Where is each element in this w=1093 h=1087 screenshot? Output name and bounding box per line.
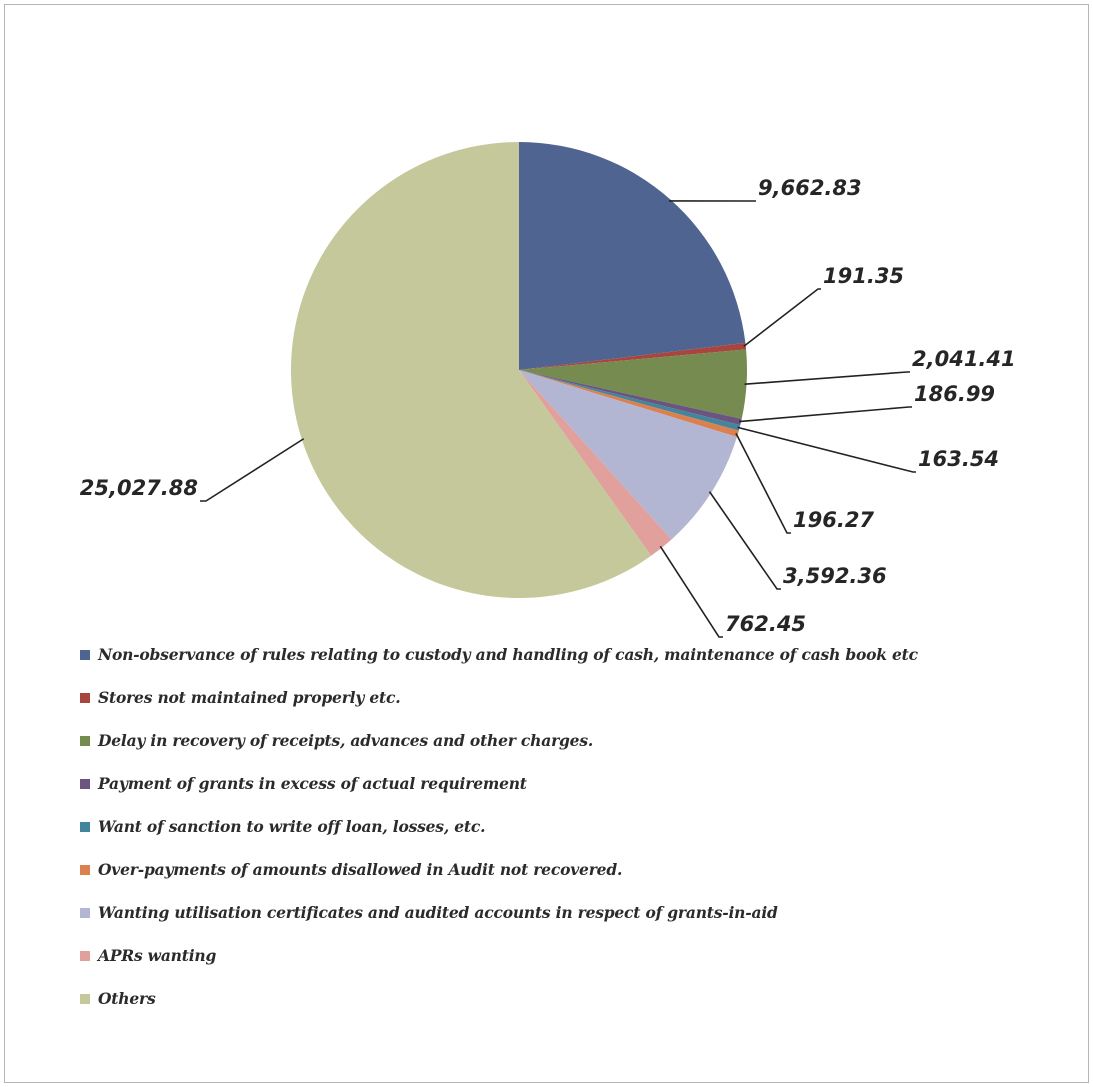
pie-slice-want-of-sanction-to-write-off-	[519, 370, 741, 431]
legend-label: Payment of grants in excess of actual re…	[98, 774, 527, 793]
legend-swatch	[80, 778, 90, 789]
legend-item-utilisation-certs: Wanting utilisation certificates and aud…	[80, 891, 1085, 934]
value-label: 25,027.88	[80, 476, 198, 500]
value-labels: 9,662.83 191.35 2,041.41 186.99 163.54 196.27…	[80, 176, 1016, 636]
legend-item-stores: Stores not maintained properly etc.	[80, 676, 1085, 719]
legend-label: Want of sanction to write off loan, loss…	[98, 817, 486, 836]
leader-line	[737, 426, 916, 473]
pie-slice-over-payments-of-amounts-disal	[519, 370, 739, 438]
leader-line	[743, 288, 821, 347]
value-label: 9,662.83	[758, 176, 862, 200]
value-label: 191.35	[823, 264, 904, 288]
leader-line	[659, 545, 723, 638]
legend-swatch	[80, 821, 90, 832]
value-label: 3,592.36	[783, 564, 887, 588]
leader-lines	[200, 200, 916, 638]
legend-label: Stores not maintained properly etc.	[98, 688, 401, 707]
legend-swatch	[80, 692, 90, 703]
legend-swatch	[80, 993, 90, 1004]
legend-item-write-off: Want of sanction to write off loan, loss…	[80, 805, 1085, 848]
pie-slice-delay-in-recovery-of-receipts-	[519, 349, 747, 419]
pie-chart: 9,662.83 191.35 2,041.41 186.99 163.54 196.27…	[80, 142, 1016, 638]
value-label: 163.54	[918, 447, 999, 471]
value-label: 196.27	[793, 508, 874, 532]
legend-label: Others	[98, 989, 156, 1008]
legend-item-cash-rules: Non-observance of rules relating to cust…	[80, 633, 1085, 676]
leader-line	[708, 491, 781, 590]
legend-item-aprs-wanting: APRs wanting	[80, 934, 1085, 977]
value-label: 186.99	[914, 382, 995, 406]
legend-swatch	[80, 649, 90, 660]
legend-label: Over-payments of amounts disallowed in A…	[98, 860, 623, 879]
pie-slice-non-observance-of-rules-relati	[519, 142, 746, 370]
legend: Non-observance of rules relating to cust…	[80, 633, 1085, 1020]
legend-label: APRs wanting	[98, 946, 217, 965]
leader-line	[738, 406, 912, 423]
legend-item-others: Others	[80, 977, 1085, 1020]
value-label: 2,041.41	[912, 347, 1016, 371]
leader-line	[735, 432, 791, 534]
legend-label: Wanting utilisation certificates and aud…	[98, 903, 778, 922]
legend-item-recovery-delay: Delay in recovery of receipts, advances …	[80, 719, 1085, 762]
legend-swatch	[80, 735, 90, 746]
pie-slice-stores-not-maintained-properly	[519, 342, 747, 370]
legend-item-over-payments: Over-payments of amounts disallowed in A…	[80, 848, 1085, 891]
pie-slice-others	[291, 142, 652, 598]
pie-slices	[291, 142, 747, 598]
legend-swatch	[80, 907, 90, 918]
pie-slice-payment-of-grants-in-excess-of	[519, 370, 742, 426]
legend-swatch	[80, 950, 90, 961]
legend-label: Delay in recovery of receipts, advances …	[98, 731, 594, 750]
legend-label: Non-observance of rules relating to cust…	[98, 645, 918, 664]
legend-item-grants-excess: Payment of grants in excess of actual re…	[80, 762, 1085, 805]
pie-slice-wanting-utilisation-certificat	[519, 370, 737, 540]
leader-line	[744, 371, 910, 386]
value-label: 762.45	[725, 612, 806, 636]
pie-slice-aprs-wanting	[519, 370, 672, 556]
leader-line	[200, 438, 305, 502]
legend-swatch	[80, 864, 90, 875]
